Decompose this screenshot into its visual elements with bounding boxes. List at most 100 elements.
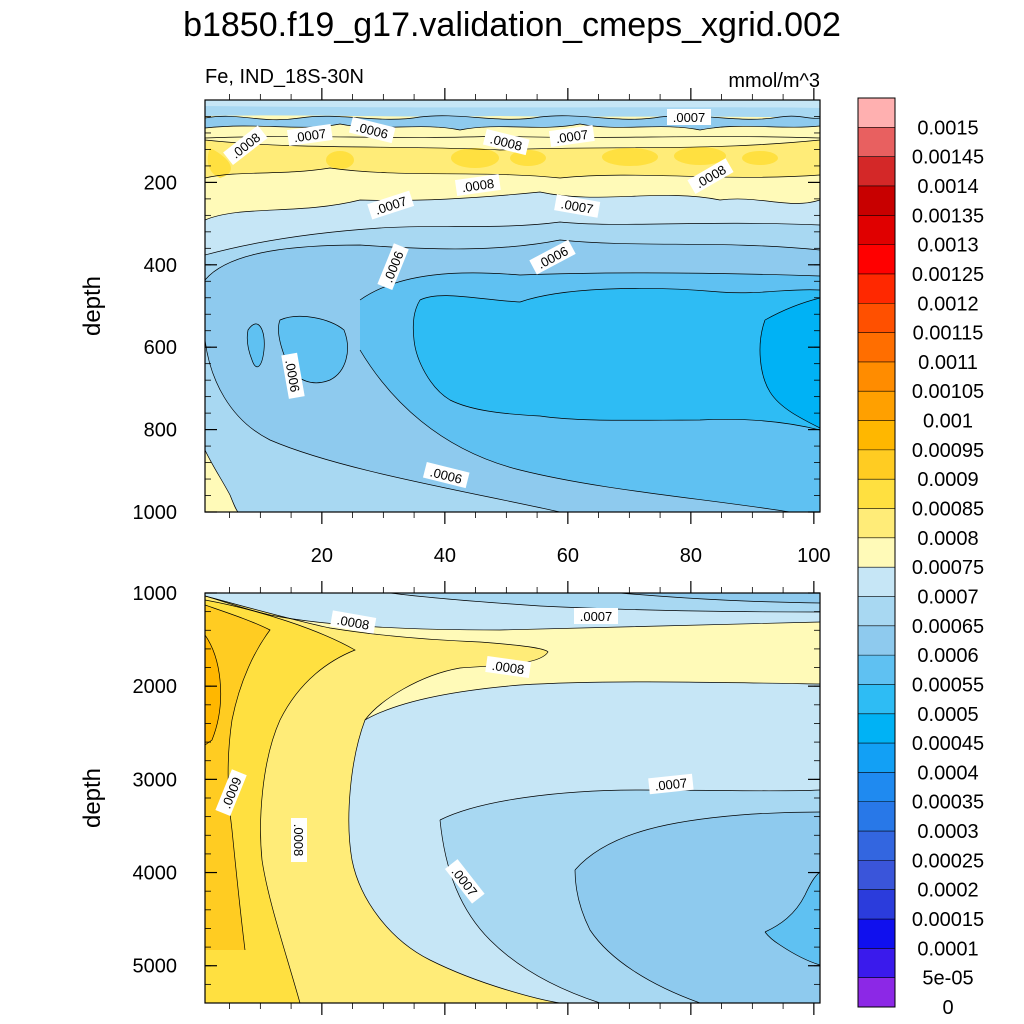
units-label: mmol/m^3 [728, 70, 820, 92]
colorbar-label: 0.0002 [917, 880, 978, 902]
colorbar-label: 0.00045 [912, 733, 984, 755]
upper-xtick-label: 100 [797, 545, 830, 567]
upper-ytick-label: 800 [144, 420, 177, 442]
upper-ytick-label: 400 [144, 255, 177, 277]
colorbar-label: 0.0011 [918, 352, 978, 374]
lower-ytick-label: 5000 [133, 956, 178, 978]
upper-plot-frame [204, 99, 821, 513]
colorbar-label: 0.00115 [913, 323, 984, 345]
colorbar-label: 0.0007 [917, 586, 978, 608]
svg-text:.0006: .0006 [282, 359, 302, 394]
colorbar-swatch [858, 655, 895, 685]
colorbar-label: 0.00105 [912, 381, 984, 403]
upper-xtick-label: 40 [434, 545, 456, 567]
variable-label: Fe, IND_18S-30N [205, 66, 364, 88]
colorbar-swatch [858, 743, 895, 773]
lower-ytick-label: 3000 [133, 769, 178, 791]
colorbar-label: 0.00135 [912, 205, 984, 227]
upper-contour-label: .0007 [554, 194, 601, 218]
colorbar-label: 0.00125 [912, 264, 984, 286]
colorbar-label: 0.0001 [917, 938, 978, 960]
svg-text:.0007: .0007 [654, 775, 688, 793]
colorbar-label: 5e-05 [922, 968, 973, 990]
colorbar-swatch [858, 273, 895, 304]
lower-ytick-label: 2000 [133, 676, 178, 698]
lower-ytick-label: 1000 [133, 583, 178, 605]
figure-title: b1850.f19_g17.validation_cmeps_xgrid.002 [183, 6, 841, 44]
svg-text:.0007: .0007 [560, 196, 595, 216]
colorbar-label: 0.0012 [917, 293, 978, 315]
colorbar-swatch [858, 537, 895, 568]
upper-xtick-label: 60 [557, 545, 579, 567]
colorbar-swatch [858, 919, 895, 949]
upper-contour-label: .0007 [548, 125, 595, 147]
upper-panel: .0008.0007.0006.0008.0007.0007.0008.0008… [79, 88, 831, 567]
svg-text:.0007: .0007 [293, 126, 327, 145]
colorbar-label: 0.00075 [912, 557, 984, 579]
colorbar-swatch [858, 215, 895, 246]
svg-text:.0008: .0008 [461, 176, 495, 195]
colorbar-swatch [858, 772, 895, 803]
colorbar-label: 0.0013 [917, 235, 978, 257]
colorbar-label: 0.0004 [917, 762, 978, 784]
colorbar-label: 0.0014 [917, 176, 978, 198]
lower-ytick-label: 4000 [133, 863, 178, 885]
colorbar-swatch [858, 156, 895, 187]
svg-text:.0008: .0008 [491, 658, 525, 677]
colorbar-label: 0 [942, 997, 953, 1019]
lower-contour-label: .0007 [648, 773, 694, 795]
colorbar-label: 0.001 [923, 411, 973, 433]
upper-ytick-label: 200 [144, 172, 177, 194]
colorbar-swatch [858, 977, 895, 1008]
colorbar-swatch [858, 713, 895, 744]
colorbar-swatch [858, 361, 895, 392]
lower-contour-label: .0008 [485, 656, 532, 678]
colorbar-swatch [858, 860, 895, 891]
upper-xtick-label: 20 [311, 545, 333, 567]
colorbar-swatch [858, 127, 895, 158]
upper-contour-label: .0006 [281, 352, 305, 399]
colorbar-swatch [858, 479, 895, 510]
colorbar-swatch [858, 244, 895, 275]
colorbar-label: 0.0015 [917, 117, 978, 139]
colorbar-swatch [858, 831, 895, 861]
colorbar-swatch [858, 567, 895, 597]
lower-contour-label: .0007 [574, 608, 618, 624]
colorbar-swatch [858, 889, 895, 920]
lower-contour-label: .0008 [291, 818, 307, 862]
colorbar-swatch [858, 98, 895, 128]
colorbar-swatch [858, 508, 895, 539]
colorbar-swatch [858, 420, 895, 451]
colorbar-swatch [858, 596, 895, 627]
colorbar-label: 0.00065 [912, 616, 984, 638]
colorbar-swatch [858, 391, 895, 422]
svg-text:.0008: .0008 [336, 612, 371, 632]
svg-text:.0007: .0007 [580, 609, 613, 624]
lower-ylabel: depth [79, 768, 106, 828]
svg-text:.0008: .0008 [291, 824, 306, 857]
upper-contour-label: .0007 [667, 109, 711, 125]
lower-contour-lines [205, 593, 820, 1003]
colorbar-label: 0.0005 [917, 704, 978, 726]
upper-ytick-label: 1000 [133, 502, 178, 524]
colorbar-frame [857, 97, 896, 1008]
colorbar-swatch [858, 449, 895, 480]
lower-contour-label: .0008 [330, 610, 377, 634]
colorbar-label: 0.00015 [912, 909, 984, 931]
colorbar: 0.0015 0.00145 0.0014 0.00135 0.0013 0.00125 0… [857, 97, 984, 1019]
colorbar-swatch [858, 625, 895, 656]
colorbar-label: 0.0006 [917, 645, 978, 667]
upper-ylabel: depth [79, 276, 106, 336]
colorbar-label: 0.00055 [912, 674, 984, 696]
colorbar-label: 0.00035 [912, 792, 984, 814]
svg-text:.0007: .0007 [555, 127, 589, 146]
colorbar-label: 0.00025 [912, 850, 984, 872]
colorbar-label: 0.00095 [912, 440, 984, 462]
colorbar-label: 0.0003 [917, 821, 978, 843]
colorbar-swatch [858, 801, 895, 832]
upper-ytick-label: 600 [144, 337, 177, 359]
colorbar-label: 0.0009 [917, 469, 978, 491]
colorbar-swatch [858, 684, 895, 715]
colorbar-label: 0.0008 [917, 528, 978, 550]
lower-contour-fill [205, 593, 820, 1003]
